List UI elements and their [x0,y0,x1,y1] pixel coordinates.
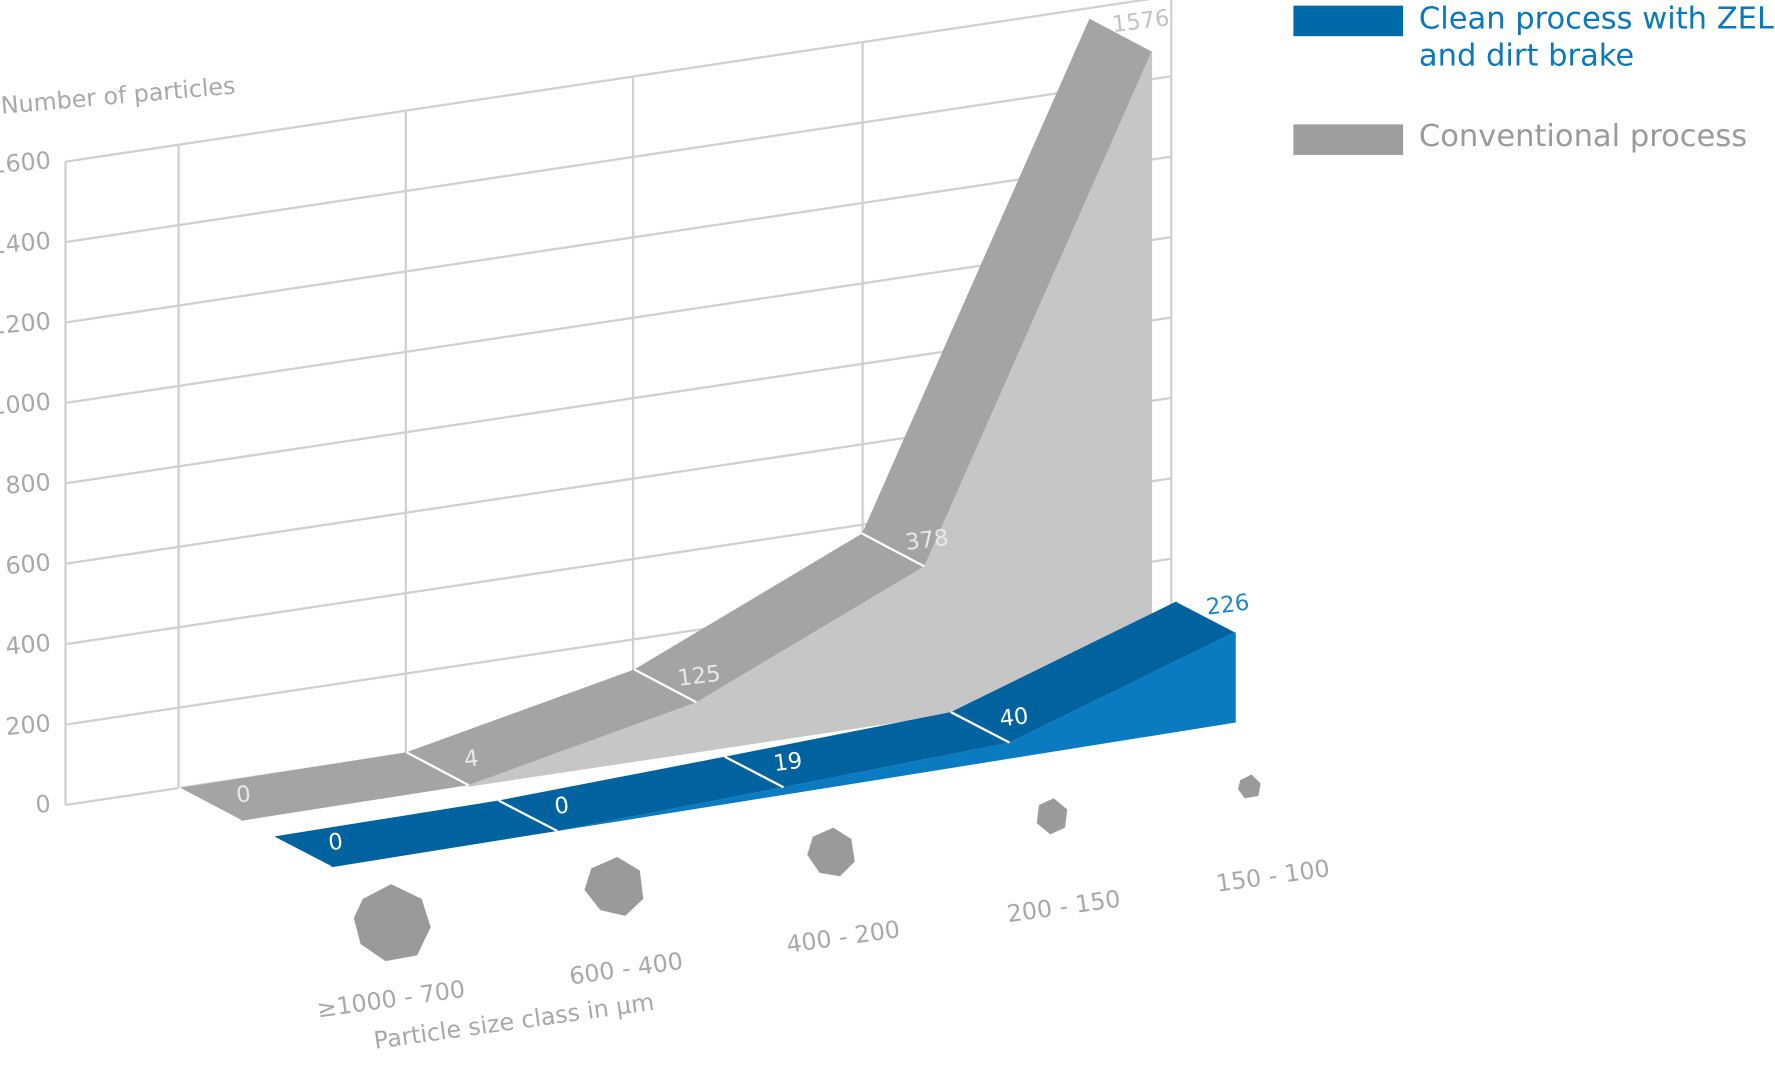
legend-entry: Clean process with ZEL and dirt brake [1418,1,1774,74]
series-ribbon [272,601,1236,868]
data-label: 40 [998,703,1030,732]
particle [1238,774,1261,799]
y-tick-label: 200 [4,709,52,741]
grid-line [65,75,1172,244]
series-side [468,50,1153,787]
data-label: 1576 [1111,5,1171,38]
data-label: 125 [676,661,722,692]
y-tick-label: 1200 [0,307,52,340]
data-label: 0 [553,792,570,820]
grid-line [65,155,1172,324]
legend-swatch [1293,124,1404,155]
legend-label: Conventional process [1418,118,1748,154]
particle [807,827,855,877]
y-tick-label: 1600 [0,146,52,179]
particle-icons [353,774,1261,962]
data-label: 19 [772,748,804,777]
plot: 0200400600800100012001400160004125378157… [0,0,1331,1023]
y-tick-label: 600 [4,548,52,580]
legend-swatch [1293,5,1404,37]
value-marker [1176,600,1237,633]
data-label: 226 [1205,590,1251,621]
value-marker [724,755,784,789]
y-tick-label: 0 [34,790,51,819]
y-axis-title: Number of particles [0,71,236,119]
x-tick-label: 600 - 400 [568,947,685,991]
series-side [557,631,1236,832]
data-label: 4 [463,745,480,773]
particle [353,884,431,962]
data-label: 0 [235,781,252,809]
value-marker [405,751,470,787]
y-tick-label: 400 [4,629,52,661]
y-tick-label: 1000 [0,387,52,420]
value-marker [271,835,332,869]
value-marker [178,787,242,822]
x-tick-label: 400 - 200 [785,915,902,959]
series-ribbon [178,17,1153,821]
y-tick-label: 1400 [0,227,52,260]
value-marker [950,711,1011,744]
value-marker [633,668,697,704]
value-marker [498,799,558,833]
data-label: 0 [327,829,344,857]
legend-label: Clean process with ZEL and dirt brake [1418,1,1774,74]
value-marker [1089,16,1153,52]
x-tick-label: 150 - 100 [1214,854,1331,898]
legend-entry: Conventional process [1418,118,1748,154]
particle [1036,798,1068,835]
y-tick-label: 800 [4,468,52,500]
x-tick-label: 200 - 150 [1005,885,1122,929]
value-marker [861,532,925,568]
grid-line [65,0,1152,163]
data-label: 378 [904,525,950,556]
particle [584,857,644,916]
